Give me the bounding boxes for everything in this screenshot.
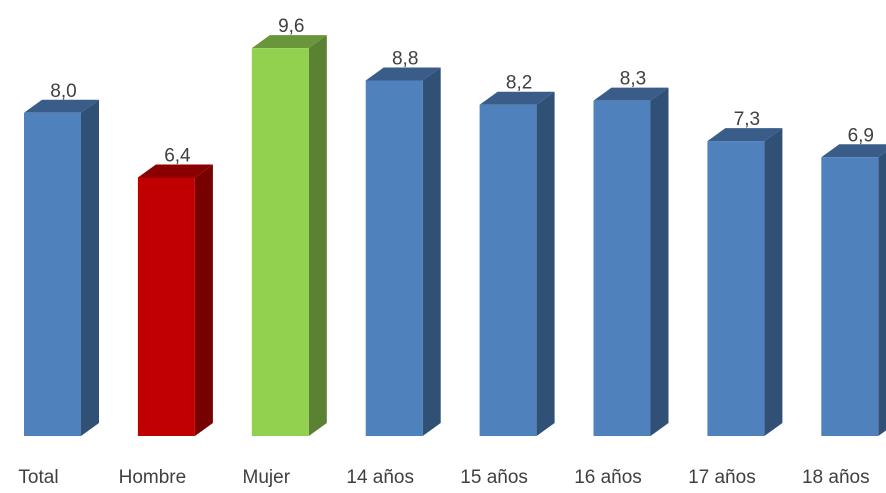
bar-side [194, 164, 213, 436]
bar-top [707, 128, 783, 142]
bar [137, 164, 213, 436]
bar-front [593, 100, 651, 437]
bar [365, 67, 441, 436]
bar [251, 35, 327, 436]
bar-front [251, 48, 309, 436]
bar-side [536, 91, 555, 436]
value-label: 6,9 [848, 125, 874, 146]
x-tick-label: Hombre [119, 467, 187, 488]
bar-side [81, 99, 99, 437]
value-label: 7,3 [734, 109, 760, 130]
bar-top [821, 144, 886, 158]
value-label: 8,8 [392, 48, 418, 69]
bar-front [24, 112, 81, 437]
x-tick-label: 18 años [802, 467, 870, 488]
bar-top [479, 91, 555, 105]
value-label: 6,4 [164, 145, 191, 166]
bar-side [650, 87, 669, 437]
x-tick-label: Total [18, 467, 58, 488]
bar-top [251, 35, 327, 49]
value-label: 8,3 [620, 69, 646, 90]
bar-front [707, 141, 765, 436]
bar-front [365, 80, 423, 436]
x-tick-label: 14 años [346, 467, 414, 488]
x-tick-label: Mujer [243, 467, 291, 488]
bar-side [308, 35, 327, 436]
bar-top [137, 164, 213, 178]
value-label: 8,2 [506, 73, 532, 94]
bar [479, 91, 555, 436]
bar [707, 128, 783, 436]
bar-side [764, 128, 783, 436]
bar-side [422, 67, 441, 436]
bar-top [24, 99, 99, 113]
x-tick-label: 16 años [574, 467, 642, 488]
bar [821, 144, 886, 437]
bar-front [137, 177, 195, 436]
bar [593, 87, 669, 437]
bar-front [479, 104, 537, 436]
value-label: 8,0 [50, 81, 76, 102]
bar-side [878, 151, 886, 436]
bar-top [593, 87, 669, 101]
bar-front [821, 157, 879, 437]
value-label: 9,6 [278, 16, 304, 37]
bar-top [365, 67, 441, 81]
x-tick-label: 17 años [688, 467, 756, 488]
bar [24, 99, 99, 437]
x-tick-label: 15 años [460, 467, 528, 488]
